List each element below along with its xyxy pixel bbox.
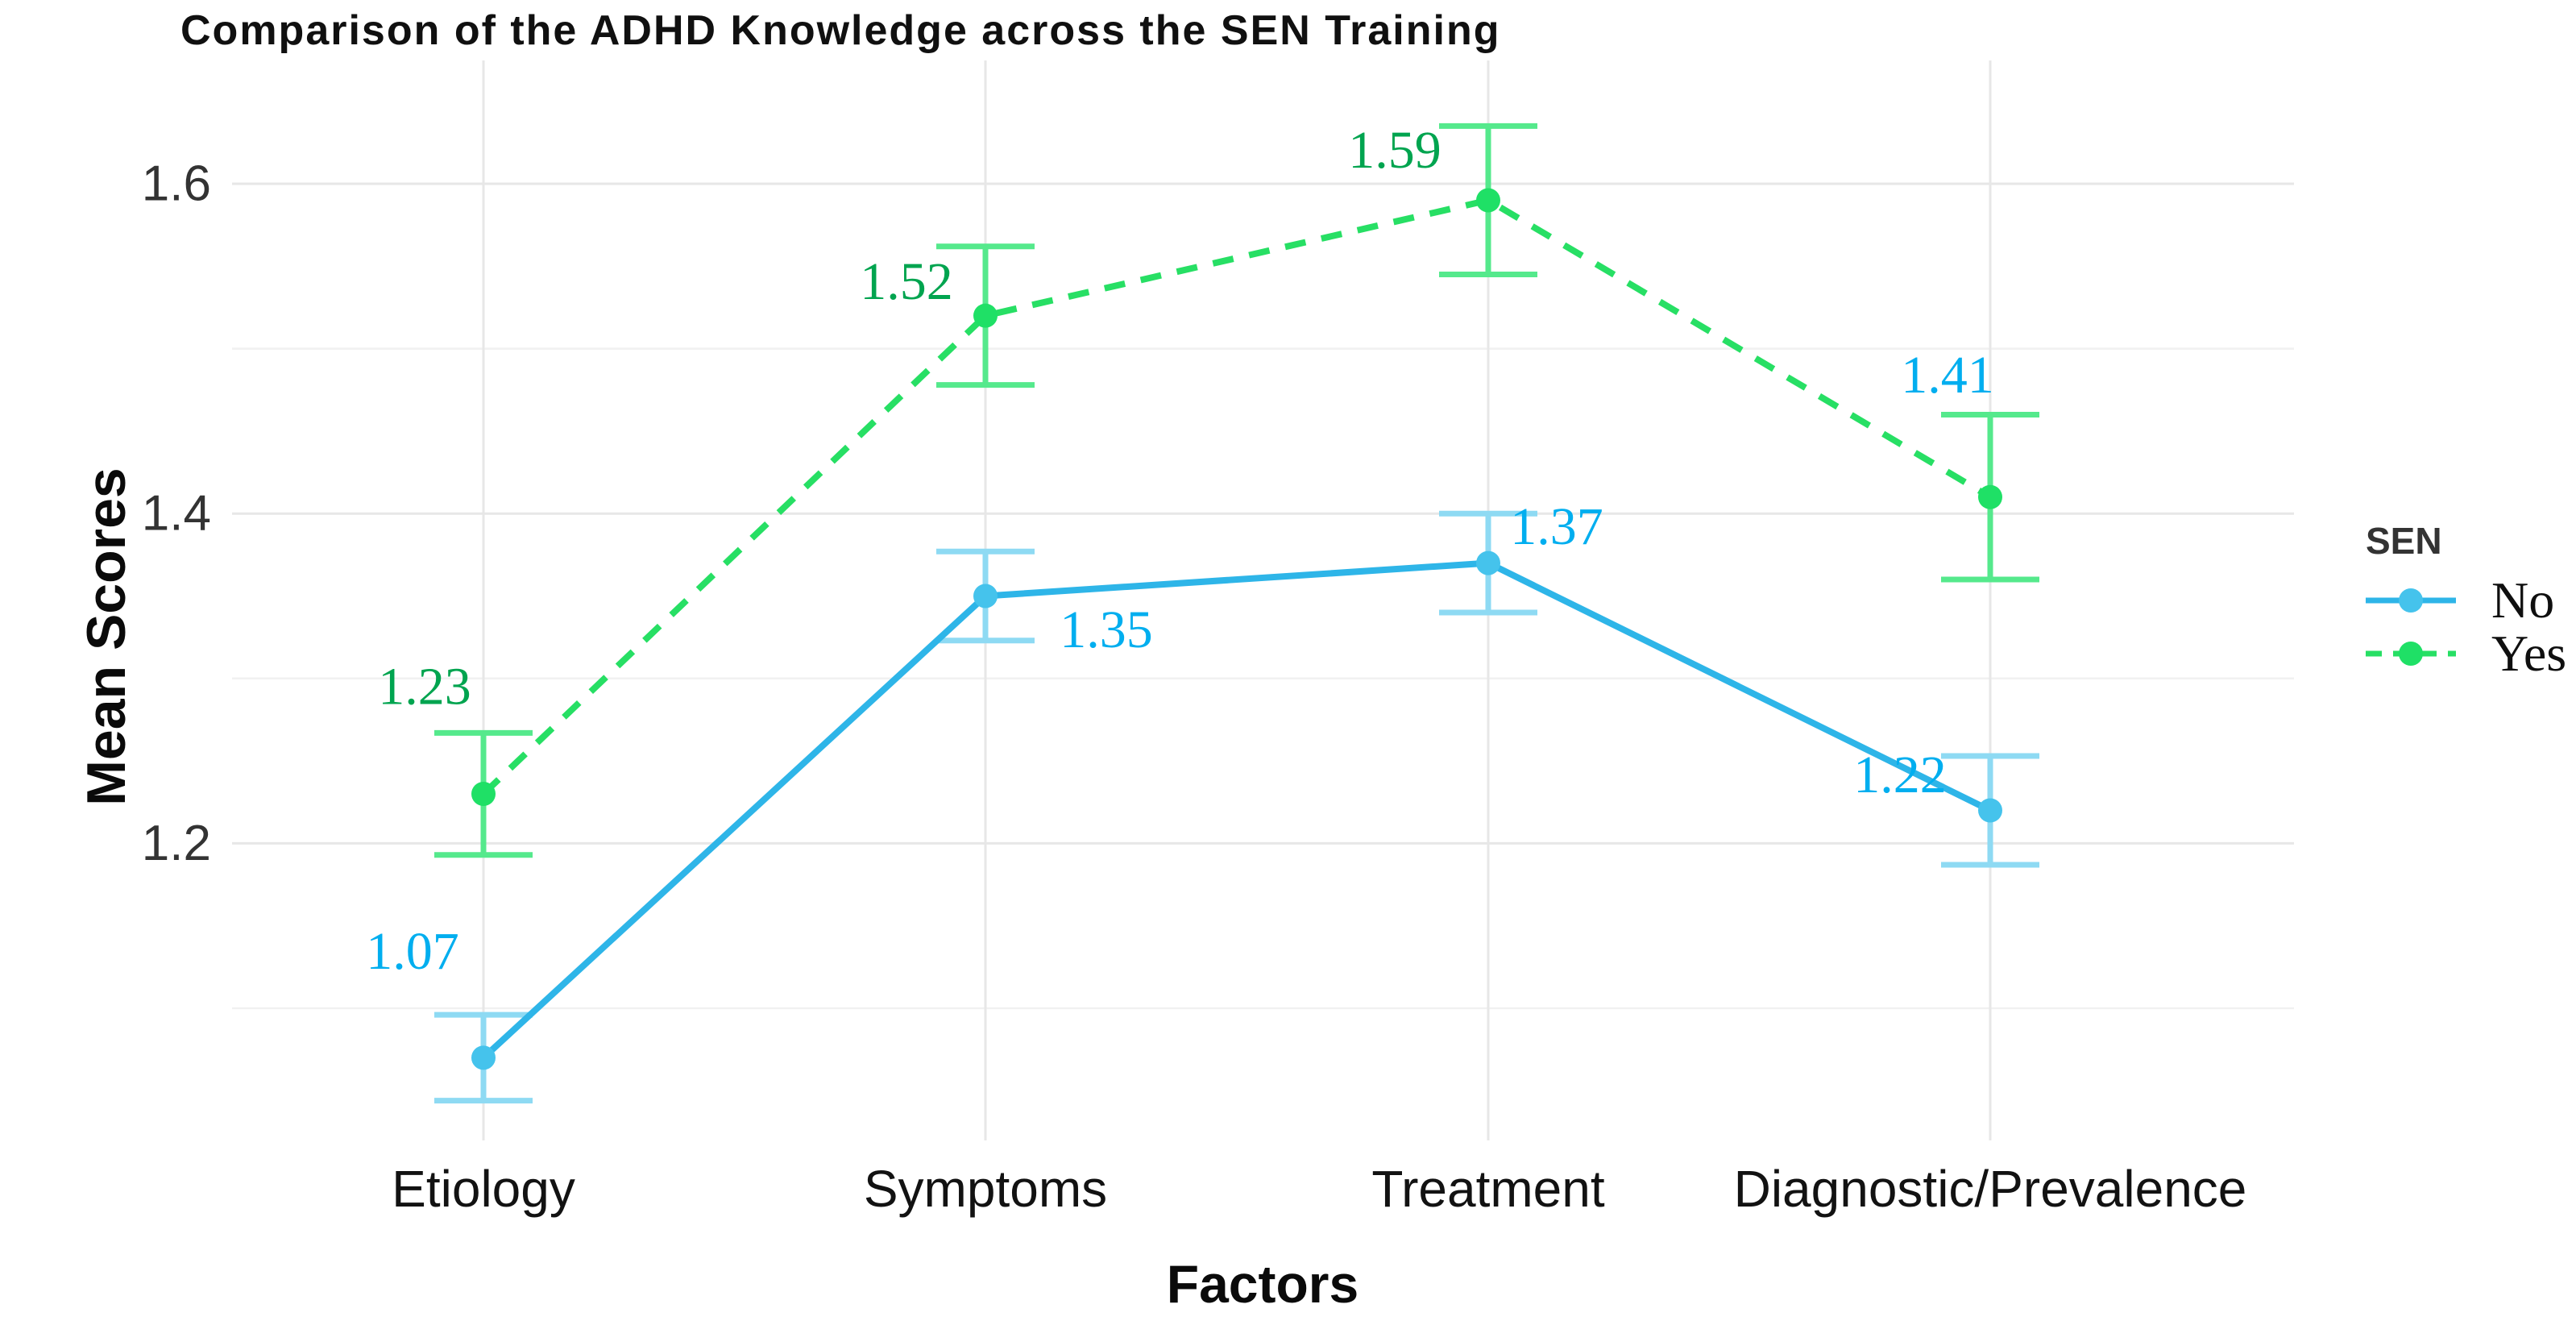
- data-point-label: 1.59: [1348, 121, 1441, 180]
- data-point-label: 1.52: [860, 252, 953, 311]
- legend-item-no: No: [2361, 574, 2566, 627]
- data-point-label: 1.37: [1510, 497, 1603, 556]
- data-point-label: 1.23: [378, 658, 471, 716]
- series-line-no: [481, 559, 1992, 1061]
- data-point-label: 1.07: [366, 922, 459, 981]
- data-point-label: 1.35: [1060, 600, 1153, 659]
- x-tick-label: Symptoms: [864, 1160, 1107, 1218]
- x-tick-label: Treatment: [1371, 1160, 1605, 1218]
- legend: SEN No Yes: [2361, 519, 2566, 680]
- x-tick-label: Diagnostic/Prevalence: [1734, 1160, 2247, 1218]
- data-point-no: [471, 1045, 496, 1070]
- data-point-yes: [1978, 484, 2002, 509]
- data-point-label: 1.22: [1853, 746, 1947, 804]
- legend-label-no: No: [2491, 571, 2555, 629]
- y-tick-label: 1.2: [142, 816, 211, 871]
- data-point-no: [1476, 550, 1500, 575]
- y-tick-label: 1.6: [142, 156, 211, 212]
- series-line-yes: [481, 197, 1993, 796]
- legend-dot-yes: [2399, 642, 2423, 666]
- legend-item-yes: Yes: [2361, 627, 2566, 680]
- chart-title: Comparison of the ADHD Knowledge across …: [180, 7, 1501, 54]
- data-point-label: 1.41: [1901, 346, 1994, 405]
- legend-key-yes-icon: [2366, 642, 2456, 666]
- data-point-yes: [1476, 188, 1500, 213]
- data-point-yes: [973, 303, 998, 328]
- legend-dot-no: [2399, 588, 2423, 613]
- x-tick-label: Etiology: [392, 1160, 575, 1218]
- data-point-no: [1978, 798, 2002, 823]
- data-point-no: [973, 584, 998, 609]
- legend-label-yes: Yes: [2491, 625, 2567, 682]
- x-axis-title: Factors: [1166, 1254, 1359, 1314]
- data-point-yes: [471, 782, 496, 807]
- y-tick-label: 1.4: [142, 486, 211, 542]
- legend-title: SEN: [2366, 520, 2442, 562]
- legend-key-no-icon: [2366, 588, 2456, 613]
